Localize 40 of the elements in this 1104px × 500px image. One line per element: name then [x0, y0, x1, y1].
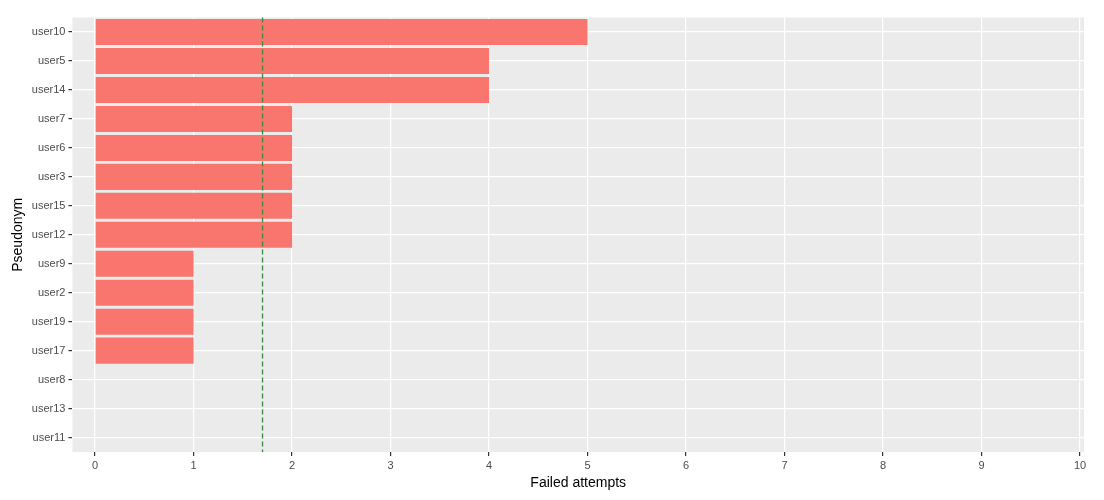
bar — [95, 19, 588, 46]
y-tick-label: user12 — [31, 227, 66, 240]
bar — [95, 134, 293, 161]
y-tick-label: user2 — [37, 285, 66, 298]
bar — [95, 48, 490, 75]
y-tick-label: user3 — [37, 169, 66, 182]
bar — [95, 308, 194, 335]
y-tick-label: user10 — [31, 25, 66, 38]
bar — [95, 250, 194, 277]
y-tick-label: user9 — [37, 256, 66, 269]
y-tick-label: user8 — [37, 372, 66, 385]
y-tick-label: user19 — [31, 314, 66, 327]
bar — [95, 192, 293, 219]
y-tick-label: user14 — [31, 83, 66, 96]
y-tick-label: user7 — [37, 111, 66, 124]
x-tick-label: 10 — [1073, 458, 1087, 471]
bar — [95, 279, 194, 306]
y-tick-label: user13 — [31, 401, 66, 414]
bar — [95, 337, 194, 364]
bar — [95, 105, 293, 132]
x-tick-label: 2 — [289, 458, 296, 471]
x-axis-title: Failed attempts — [530, 474, 627, 491]
x-tick-label: 1 — [190, 458, 197, 471]
x-tick-label: 4 — [486, 458, 493, 471]
y-tick-label: user15 — [31, 198, 66, 211]
x-tick-label: 9 — [978, 458, 985, 471]
y-axis-title: Pseudonym — [9, 197, 26, 272]
x-tick-label: 8 — [880, 458, 887, 471]
x-tick-label: 6 — [683, 458, 690, 471]
y-tick-label: user5 — [37, 54, 66, 67]
bar — [95, 163, 293, 190]
x-tick-label: 5 — [584, 458, 591, 471]
y-tick-label: user11 — [32, 430, 66, 443]
x-tick-label: 0 — [92, 458, 99, 471]
y-tick-label: user6 — [37, 140, 66, 153]
x-tick-label: 7 — [781, 458, 788, 471]
x-tick-label: 3 — [387, 458, 394, 471]
bar — [95, 76, 490, 104]
y-tick-label: user17 — [31, 343, 66, 356]
bar — [95, 221, 293, 248]
